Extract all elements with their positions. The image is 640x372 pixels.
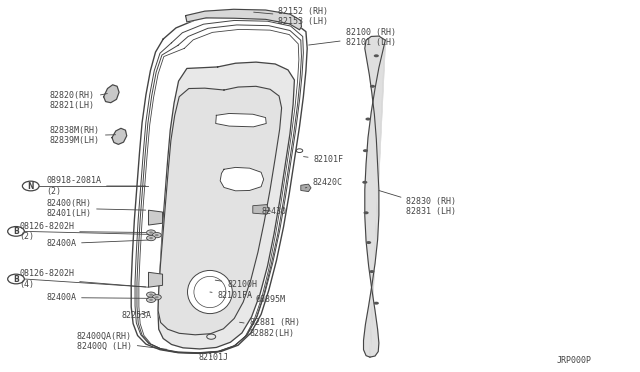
Polygon shape	[104, 85, 119, 103]
Circle shape	[364, 211, 369, 214]
Text: 82830 (RH)
82831 (LH): 82830 (RH) 82831 (LH)	[379, 190, 456, 216]
Circle shape	[155, 234, 159, 236]
Text: B: B	[13, 275, 19, 283]
Text: 82101F: 82101F	[303, 155, 344, 164]
Circle shape	[370, 85, 375, 88]
Text: 82420C: 82420C	[305, 178, 342, 188]
Text: 82400(RH)
82401(LH): 82400(RH) 82401(LH)	[46, 199, 146, 218]
Circle shape	[155, 296, 159, 298]
Text: B: B	[13, 227, 19, 236]
Text: 82101FA: 82101FA	[210, 291, 253, 300]
Polygon shape	[112, 128, 127, 144]
Circle shape	[149, 299, 153, 301]
Text: JRP000P: JRP000P	[557, 356, 592, 365]
Polygon shape	[158, 86, 282, 335]
Text: 82100 (RH)
82101 (LH): 82100 (RH) 82101 (LH)	[308, 28, 396, 47]
Circle shape	[147, 292, 156, 297]
Polygon shape	[220, 167, 264, 191]
Circle shape	[147, 297, 156, 302]
Circle shape	[147, 230, 156, 235]
Text: 08126-8202H
(2): 08126-8202H (2)	[19, 222, 146, 241]
Text: 82838M(RH)
82839M(LH): 82838M(RH) 82839M(LH)	[50, 126, 116, 145]
Circle shape	[152, 232, 161, 238]
Text: N: N	[28, 182, 34, 190]
Text: 82400A: 82400A	[46, 293, 148, 302]
Ellipse shape	[188, 270, 232, 314]
Circle shape	[149, 237, 153, 239]
Polygon shape	[186, 9, 301, 30]
Circle shape	[363, 149, 368, 152]
Text: 08126-8202H
(4): 08126-8202H (4)	[19, 269, 146, 289]
Circle shape	[149, 294, 153, 296]
Polygon shape	[148, 210, 163, 225]
Circle shape	[369, 270, 374, 273]
Polygon shape	[216, 113, 266, 127]
Text: 60895M: 60895M	[250, 295, 286, 304]
Circle shape	[374, 54, 379, 57]
Circle shape	[149, 231, 153, 234]
Polygon shape	[301, 184, 311, 192]
Polygon shape	[253, 205, 269, 214]
Text: 82430: 82430	[261, 207, 286, 216]
Circle shape	[366, 241, 371, 244]
Text: 82820(RH)
82821(LH): 82820(RH) 82821(LH)	[50, 91, 108, 110]
Circle shape	[362, 181, 367, 184]
Text: 82152 (RH)
82153 (LH): 82152 (RH) 82153 (LH)	[253, 7, 328, 26]
Text: 82101J: 82101J	[198, 353, 228, 362]
Circle shape	[147, 235, 156, 241]
Circle shape	[374, 302, 379, 305]
Polygon shape	[364, 36, 385, 357]
Circle shape	[152, 295, 161, 300]
Polygon shape	[158, 62, 294, 349]
Polygon shape	[148, 272, 163, 287]
Text: 82400A: 82400A	[46, 239, 148, 248]
Text: 82100H: 82100H	[215, 280, 257, 289]
Text: 82881 (RH)
82882(LH): 82881 (RH) 82882(LH)	[239, 318, 300, 338]
Text: 82400QA(RH)
82400Q (LH): 82400QA(RH) 82400Q (LH)	[77, 332, 167, 351]
Text: 08918-2081A
(2): 08918-2081A (2)	[46, 176, 146, 196]
Text: 82253A: 82253A	[122, 311, 152, 320]
Circle shape	[365, 118, 371, 121]
